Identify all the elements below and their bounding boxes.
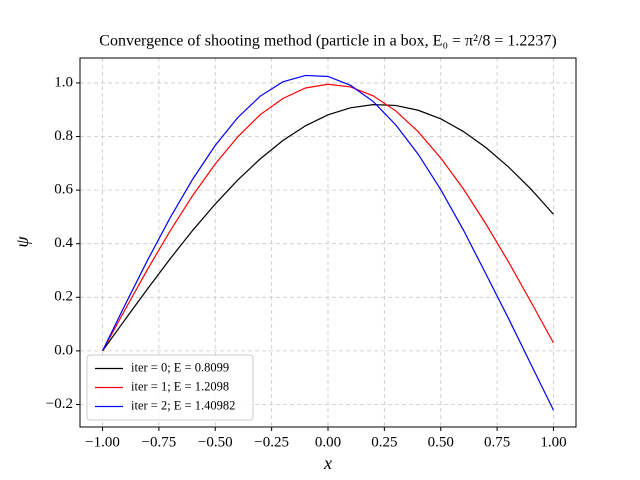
line	[102, 74, 554, 411]
x-tick-label: 0.50	[428, 434, 454, 450]
x-tick-label: −0.50	[198, 434, 233, 450]
legend-label: iter = 0; E = 0.8099	[131, 360, 229, 374]
x-tick-label: 0.75	[484, 434, 510, 450]
y-tick-label: 1.0	[54, 74, 73, 90]
line	[102, 83, 554, 352]
legend-label: iter = 1; E = 1.2098	[131, 379, 229, 393]
x-tick-label: −1.00	[85, 434, 120, 450]
legend: iter = 0; E = 0.8099 iter = 1; E = 1.2098…	[86, 354, 254, 421]
x-tick-label: 0.25	[371, 434, 397, 450]
x-tick-label: 0.00	[315, 434, 341, 450]
y-tick-label: 0.2	[54, 289, 73, 305]
y-tick-label: 0.8	[54, 128, 73, 144]
y-axis-label: ψ	[12, 236, 32, 248]
legend-box	[86, 354, 254, 421]
y-tick-label: 0.6	[54, 182, 73, 198]
x-tick-label: −0.25	[254, 434, 289, 450]
x-tick-label: −0.75	[142, 434, 177, 450]
y-tick-label: −0.2	[46, 396, 73, 412]
y-tick-label: 0.4	[54, 235, 73, 251]
chart-title: Convergence of shooting method (particle…	[99, 33, 556, 50]
x-tick-label: 1.00	[540, 434, 566, 450]
line	[102, 104, 554, 352]
legend-label: iter = 2; E = 1.40982	[131, 398, 235, 412]
x-axis-label: x	[323, 453, 332, 473]
y-tick-label: 0.0	[54, 342, 73, 358]
axes-frame	[79, 57, 577, 428]
